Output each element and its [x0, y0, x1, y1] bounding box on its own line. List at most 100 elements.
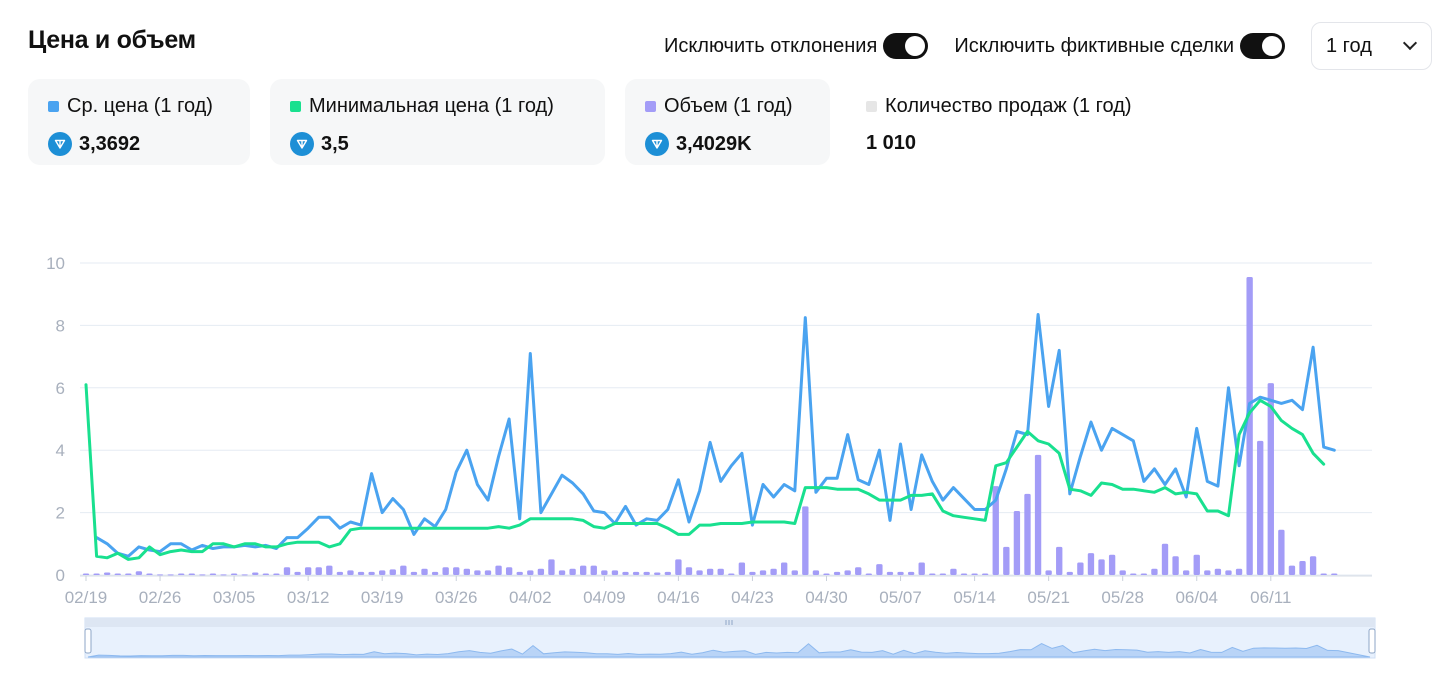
exclude-fake-toggle[interactable]: [1240, 33, 1285, 59]
volume-bar[interactable]: [1024, 493, 1031, 575]
volume-bar[interactable]: [273, 573, 280, 575]
volume-bar[interactable]: [453, 567, 460, 575]
volume-bar[interactable]: [548, 559, 555, 575]
volume-bar[interactable]: [664, 571, 671, 575]
volume-bar[interactable]: [410, 571, 418, 575]
slider-handle[interactable]: [84, 628, 92, 654]
volume-bar[interactable]: [421, 568, 428, 575]
volume-bar[interactable]: [749, 571, 756, 575]
volume-bar[interactable]: [675, 559, 682, 575]
volume-bar[interactable]: [1257, 440, 1264, 575]
volume-bar[interactable]: [1161, 543, 1169, 575]
volume-bar[interactable]: [230, 573, 238, 575]
volume-bar[interactable]: [1320, 573, 1327, 575]
volume-bar[interactable]: [1066, 571, 1073, 575]
volume-bar[interactable]: [93, 573, 100, 575]
volume-bar[interactable]: [167, 574, 174, 576]
volume-bar[interactable]: [791, 570, 798, 575]
volume-bar[interactable]: [527, 570, 534, 575]
volume-bar[interactable]: [580, 565, 587, 575]
volume-bar[interactable]: [220, 574, 227, 576]
volume-bar[interactable]: [781, 562, 788, 575]
volume-bar[interactable]: [442, 567, 449, 575]
volume-bar[interactable]: [823, 573, 830, 575]
volume-bar[interactable]: [770, 568, 777, 575]
volume-bar[interactable]: [1087, 553, 1095, 575]
volume-bar[interactable]: [495, 565, 502, 575]
volume-bar[interactable]: [728, 573, 735, 575]
volume-bar[interactable]: [379, 570, 386, 575]
exclude-outliers-toggle[interactable]: [883, 33, 929, 59]
volume-bar[interactable]: [1013, 511, 1021, 575]
volume-bar[interactable]: [960, 573, 968, 575]
volume-bar[interactable]: [590, 565, 597, 575]
volume-bar[interactable]: [632, 571, 640, 575]
volume-bar[interactable]: [368, 571, 375, 575]
volume-bar[interactable]: [971, 573, 978, 575]
volume-bar[interactable]: [1108, 554, 1116, 575]
volume-bar[interactable]: [696, 570, 703, 575]
volume-bar[interactable]: [537, 568, 545, 575]
volume-bar[interactable]: [1235, 568, 1243, 575]
volume-bar[interactable]: [1119, 570, 1126, 575]
volume-bar[interactable]: [283, 567, 291, 575]
volume-bar[interactable]: [516, 571, 523, 575]
volume-bar[interactable]: [992, 486, 999, 575]
volume-bar[interactable]: [558, 570, 566, 575]
volume-bar[interactable]: [82, 573, 90, 575]
volume-bar[interactable]: [114, 573, 121, 575]
volume-bar[interactable]: [1246, 277, 1253, 575]
volume-bar[interactable]: [178, 573, 185, 575]
volume-bar[interactable]: [484, 570, 492, 575]
volume-bar[interactable]: [929, 573, 936, 575]
volume-bar[interactable]: [939, 573, 947, 575]
volume-bar[interactable]: [1003, 546, 1010, 575]
period-select[interactable]: 1 год: [1311, 22, 1432, 70]
volume-bar[interactable]: [156, 574, 164, 576]
volume-bar[interactable]: [611, 570, 619, 575]
slider-handle[interactable]: [1368, 628, 1376, 654]
volume-bar[interactable]: [569, 568, 576, 575]
volume-bar[interactable]: [1151, 568, 1158, 575]
price-volume-chart[interactable]: 0 2 4 6 8 10 02/19 02/26 03/05 03/12 03/19 03/26 04/…: [0, 240, 1443, 620]
volume-bar[interactable]: [654, 572, 661, 575]
volume-bar[interactable]: [389, 569, 396, 575]
volume-bar[interactable]: [1056, 546, 1063, 575]
volume-bar[interactable]: [897, 571, 904, 575]
volume-bar[interactable]: [1182, 570, 1190, 575]
volume-bar[interactable]: [262, 573, 270, 575]
volume-bar[interactable]: [833, 571, 841, 575]
volume-bar[interactable]: [431, 571, 439, 575]
min-price-line[interactable]: [84, 383, 1326, 561]
volume-bar[interactable]: [1288, 565, 1296, 575]
volume-bar[interactable]: [336, 571, 344, 575]
volume-bar[interactable]: [1204, 570, 1211, 575]
volume-bar[interactable]: [844, 570, 851, 575]
volume-bar[interactable]: [326, 565, 333, 575]
volume-bar[interactable]: [1034, 454, 1042, 575]
volume-bar[interactable]: [706, 568, 714, 575]
volume-bar[interactable]: [1045, 570, 1052, 575]
volume-bar[interactable]: [1214, 568, 1222, 575]
volume-bar[interactable]: [1267, 383, 1274, 575]
volume-bar[interactable]: [505, 567, 513, 575]
volume-bar[interactable]: [717, 568, 724, 575]
volume-bar[interactable]: [1278, 529, 1285, 575]
volume-bar[interactable]: [347, 570, 354, 575]
volume-bar[interactable]: [241, 574, 248, 576]
volume-bar[interactable]: [982, 573, 989, 575]
volume-bar[interactable]: [1309, 556, 1317, 575]
volume-bar[interactable]: [918, 562, 925, 575]
volume-bar[interactable]: [1077, 562, 1084, 575]
volume-bar[interactable]: [103, 572, 111, 575]
volume-bar[interactable]: [1331, 573, 1338, 575]
volume-bar[interactable]: [876, 564, 883, 575]
volume-bar[interactable]: [812, 570, 820, 575]
volume-bar[interactable]: [315, 567, 322, 575]
volume-bar[interactable]: [907, 571, 915, 575]
avg-price-line[interactable]: [95, 313, 1336, 558]
volume-bar[interactable]: [601, 570, 608, 575]
volume-bar[interactable]: [294, 571, 301, 575]
volume-bar[interactable]: [643, 571, 650, 575]
volume-bar[interactable]: [400, 565, 407, 575]
